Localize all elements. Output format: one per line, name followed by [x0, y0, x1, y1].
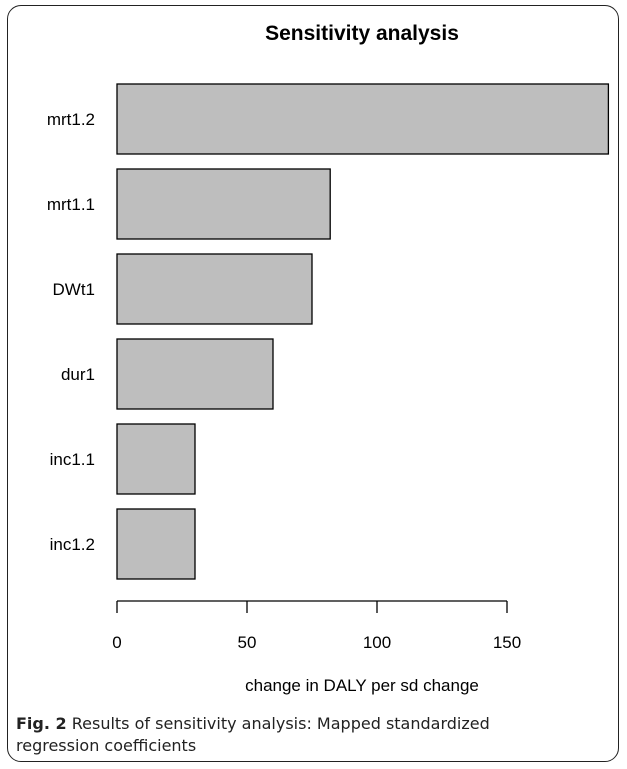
y-tick-label: DWt1 [53, 280, 96, 299]
x-tick-label: 50 [238, 633, 257, 652]
y-tick-label: inc1.2 [50, 535, 95, 554]
figure-caption: Fig. 2 Results of sensitivity analysis: … [16, 713, 576, 757]
bar-inc1-2 [116, 508, 196, 580]
bar-chart: Sensitivity analysis mrt1.2 mrt1.1 DWt1 dur… [47, 22, 610, 695]
bar-mrt1-1 [116, 168, 331, 240]
y-tick-label: inc1.1 [50, 450, 95, 469]
bar-dwt1 [116, 253, 313, 325]
bar-mrt1-2 [116, 83, 610, 155]
caption-text: Results of sensitivity analysis: Mapped … [16, 714, 490, 755]
caption-label: Fig. 2 [16, 714, 67, 733]
y-tick-label: dur1 [61, 365, 95, 384]
bar-dur1 [116, 338, 274, 410]
x-axis-label: change in DALY per sd change [245, 676, 479, 695]
bar-inc1-1 [116, 423, 196, 495]
y-tick-label: mrt1.1 [47, 195, 95, 214]
x-tick-label: 100 [363, 633, 391, 652]
chart-title: Sensitivity analysis [265, 22, 459, 45]
x-tick-label: 150 [493, 633, 521, 652]
x-tick-label: 0 [112, 633, 121, 652]
y-tick-label: mrt1.2 [47, 110, 95, 129]
